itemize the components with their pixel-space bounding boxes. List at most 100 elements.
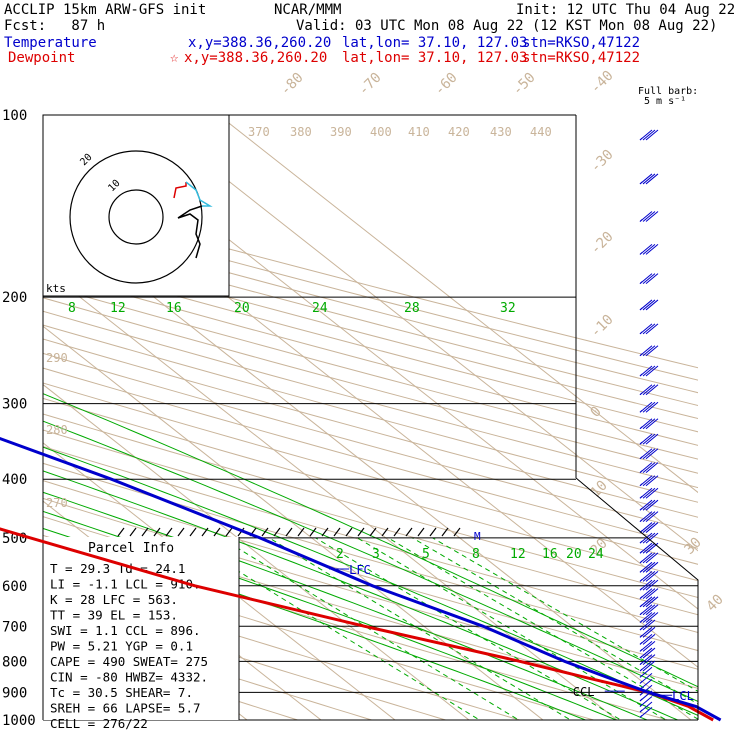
wind-barb [645, 462, 659, 473]
wind-barb [639, 690, 653, 702]
wind-barb [639, 626, 653, 638]
wind-barb [639, 678, 653, 690]
forecast-hour: Fcst: 87 h [4, 18, 106, 34]
wind-barb [642, 660, 656, 672]
dry-adiabat-line [43, 397, 698, 582]
theta-label: 390 [330, 125, 352, 139]
lcl-label: LCL [672, 689, 694, 703]
dewpoint-station: stn=RKSO,47122 [522, 50, 641, 66]
wind-barb [642, 579, 656, 591]
hatch-mark [189, 527, 197, 537]
hatch-mark [213, 527, 221, 537]
pressure-tick-label: 1000 [2, 713, 36, 729]
wind-barb [645, 596, 659, 608]
wind-barb [639, 323, 653, 335]
hatch-mark [369, 527, 377, 537]
dry-adiabat-line [43, 221, 698, 394]
wind-barb [645, 299, 659, 311]
wind-barb [639, 552, 653, 564]
hatch-mark [345, 527, 353, 537]
temperature-label: Temperature [4, 35, 97, 51]
dry-adiabat-line [43, 271, 698, 446]
wind-barb [639, 299, 653, 311]
dry-adiabat-line [43, 284, 698, 460]
moist-adiabat-label: 8 [68, 301, 76, 316]
parcel-info-panel: Parcel Info T = 29.3 Td = 24.1LI = -1.1 … [42, 537, 240, 731]
wind-barb [645, 475, 659, 487]
mixing-ratio-label: 20 [566, 547, 582, 562]
dry-adiabat-line [43, 429, 698, 616]
parcel-info-row: Tc = 30.5 SHEAR= 7. [50, 685, 193, 700]
wind-barb [639, 173, 653, 185]
isotherm-label: 30 [682, 535, 705, 558]
wind-barb [639, 596, 653, 608]
wind-barb [645, 323, 659, 335]
wind-barb [639, 619, 653, 631]
pressure-tick-label: 600 [2, 579, 27, 595]
wind-barb [639, 384, 653, 396]
wind-barb [645, 448, 659, 460]
moist-adiabat-line [43, 510, 618, 720]
hodograph-trace-lower [177, 205, 203, 259]
dry-adiabat-line [43, 324, 698, 503]
wind-barb [645, 273, 659, 285]
wind-barb [639, 401, 653, 413]
dry-adiabat-line [43, 233, 698, 407]
temperature-profile [0, 436, 722, 722]
hodograph-trace-upper [173, 182, 187, 199]
wind-barb [645, 579, 659, 591]
isotherm-label: 40 [704, 592, 727, 615]
hatch-mark [177, 527, 185, 537]
theta-label: 270 [46, 496, 68, 510]
wind-barb [642, 561, 656, 573]
pressure-tick-label: 100 [2, 108, 27, 124]
wind-barb [642, 401, 656, 413]
dry-adiabat-line [43, 480, 698, 670]
isotherm-line [43, 209, 692, 720]
wind-barb [645, 588, 659, 599]
hatch-mark [285, 527, 293, 537]
wind-barb [642, 511, 656, 523]
isotherm-label: -30 [588, 147, 617, 176]
parcel-info-row: PW = 5.21 YGP = 0.1 [50, 639, 193, 654]
wind-barb [642, 462, 656, 473]
wind-barb [642, 522, 656, 533]
wind-barb [639, 244, 653, 255]
moist-adiabat-line [43, 470, 679, 720]
isotherm-label: -50 [510, 70, 539, 99]
dewpoint-latlon: lat,lon= 37.10, 127.03 [342, 50, 528, 66]
hatch-mark [381, 527, 389, 537]
wind-barb [639, 499, 653, 511]
hatch-mark [453, 527, 461, 537]
pressure-tick-label: 800 [2, 654, 27, 670]
wind-barb [642, 273, 656, 285]
parcel-info-row: SWI = 1.1 CCL = 896. [50, 623, 201, 638]
dry-adiabat-line [43, 297, 698, 474]
wind-barb [645, 384, 659, 396]
isotherm-line [143, 115, 698, 552]
pressure-tick-label: 900 [2, 685, 27, 701]
wind-barb [645, 561, 659, 573]
parcel-info-row: TT = 39 EL = 153. [50, 608, 178, 623]
wind-barb [639, 640, 653, 652]
isotherm-label: -70 [356, 70, 385, 99]
wind-barb [639, 418, 653, 430]
wind-barb [639, 522, 653, 533]
theta-label: 380 [290, 125, 312, 139]
mixing-ratio-label: 16 [542, 547, 558, 562]
plot-right-border [575, 477, 699, 720]
mixing-ratio-line [412, 537, 698, 705]
wind-barb [639, 612, 653, 623]
moist-adiabat-label: 12 [110, 301, 126, 316]
hatch-mark [309, 527, 317, 537]
wind-barb [642, 487, 656, 499]
org-title: NCAR/MMM [274, 2, 342, 18]
wind-barb [639, 273, 653, 285]
wind-barb [639, 696, 653, 707]
wind-barb [642, 604, 656, 616]
parcel-info-row: CELL = 276/22 [50, 716, 148, 731]
hatch-mark [153, 527, 161, 537]
theta-label: 400 [370, 125, 392, 139]
isotherm-label: -40 [588, 68, 617, 97]
